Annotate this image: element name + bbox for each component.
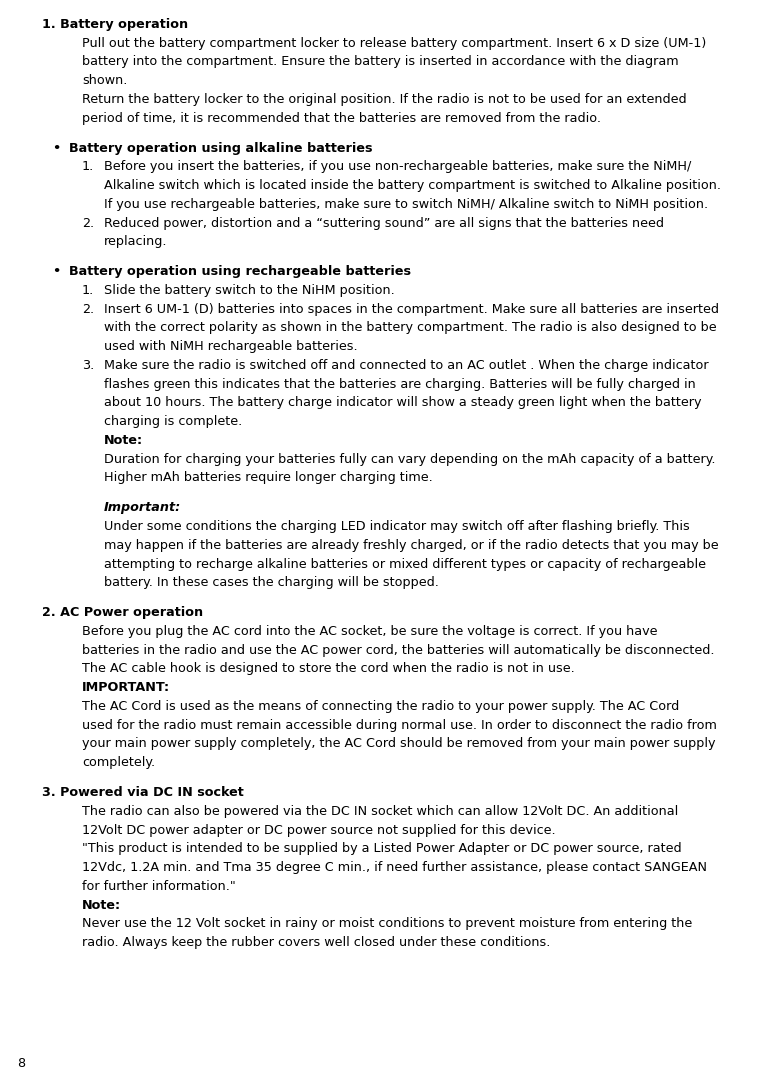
Text: •: •	[52, 266, 60, 278]
Text: battery. In these cases the charging will be stopped.: battery. In these cases the charging wil…	[104, 576, 439, 589]
Text: 12Vdc, 1.2A min. and Tma 35 degree C min., if need further assistance, please co: 12Vdc, 1.2A min. and Tma 35 degree C min…	[82, 861, 707, 874]
Text: The AC Cord is used as the means of connecting the radio to your power supply. T: The AC Cord is used as the means of conn…	[82, 700, 680, 713]
Text: 1. Battery operation: 1. Battery operation	[42, 18, 188, 31]
Text: Important:: Important:	[104, 501, 181, 514]
Text: The AC cable hook is designed to store the cord when the radio is not in use.: The AC cable hook is designed to store t…	[82, 662, 575, 675]
Text: 12Volt DC power adapter or DC power source not supplied for this device.: 12Volt DC power adapter or DC power sour…	[82, 823, 556, 836]
Text: 3.: 3.	[82, 359, 94, 372]
Text: 2.: 2.	[82, 303, 94, 316]
Text: your main power supply completely, the AC Cord should be removed from your main : your main power supply completely, the A…	[82, 737, 715, 750]
Text: Alkaline switch which is located inside the battery compartment is switched to A: Alkaline switch which is located inside …	[104, 180, 721, 192]
Text: Slide the battery switch to the NiHM position.: Slide the battery switch to the NiHM pos…	[104, 284, 395, 297]
Text: Battery operation using rechargeable batteries: Battery operation using rechargeable bat…	[69, 266, 411, 278]
Text: about 10 hours. The battery charge indicator will show a steady green light when: about 10 hours. The battery charge indic…	[104, 397, 702, 410]
Text: Note:: Note:	[82, 899, 121, 912]
Text: Battery operation using alkaline batteries: Battery operation using alkaline batteri…	[69, 142, 372, 155]
Text: 8: 8	[17, 1057, 25, 1070]
Text: shown.: shown.	[82, 74, 127, 87]
Text: 2. AC Power operation: 2. AC Power operation	[42, 606, 203, 619]
Text: 1.: 1.	[82, 160, 94, 173]
Text: used for the radio must remain accessible during normal use. In order to disconn: used for the radio must remain accessibl…	[82, 719, 717, 732]
Text: for further information.": for further information."	[82, 879, 236, 893]
Text: period of time, it is recommended that the batteries are removed from the radio.: period of time, it is recommended that t…	[82, 112, 601, 125]
Text: Note:: Note:	[104, 434, 143, 447]
Text: radio. Always keep the rubber covers well closed under these conditions.: radio. Always keep the rubber covers wel…	[82, 936, 550, 949]
Text: battery into the compartment. Ensure the battery is inserted in accordance with : battery into the compartment. Ensure the…	[82, 56, 679, 69]
Text: charging is complete.: charging is complete.	[104, 415, 242, 428]
Text: IMPORTANT:: IMPORTANT:	[82, 682, 170, 694]
Text: attempting to recharge alkaline batteries or mixed different types or capacity o: attempting to recharge alkaline batterie…	[104, 558, 706, 571]
Text: Higher mAh batteries require longer charging time.: Higher mAh batteries require longer char…	[104, 472, 433, 485]
Text: 2.: 2.	[82, 216, 94, 230]
Text: Duration for charging your batteries fully can vary depending on the mAh capacit: Duration for charging your batteries ful…	[104, 453, 715, 465]
Text: Before you plug the AC cord into the AC socket, be sure the voltage is correct. : Before you plug the AC cord into the AC …	[82, 625, 658, 637]
Text: batteries in the radio and use the AC power cord, the batteries will automatical: batteries in the radio and use the AC po…	[82, 644, 715, 657]
Text: flashes green this indicates that the batteries are charging. Batteries will be : flashes green this indicates that the ba…	[104, 377, 696, 390]
Text: If you use rechargeable batteries, make sure to switch NiMH/ Alkaline switch to : If you use rechargeable batteries, make …	[104, 198, 708, 211]
Text: with the correct polarity as shown in the battery compartment. The radio is also: with the correct polarity as shown in th…	[104, 321, 717, 334]
Text: Under some conditions the charging LED indicator may switch off after flashing b: Under some conditions the charging LED i…	[104, 520, 689, 533]
Text: Before you insert the batteries, if you use non-rechargeable batteries, make sur: Before you insert the batteries, if you …	[104, 160, 691, 173]
Text: Make sure the radio is switched off and connected to an AC outlet . When the cha: Make sure the radio is switched off and …	[104, 359, 708, 372]
Text: "This product is intended to be supplied by a Listed Power Adapter or DC power s: "This product is intended to be supplied…	[82, 843, 682, 856]
Text: may happen if the batteries are already freshly charged, or if the radio detects: may happen if the batteries are already …	[104, 539, 718, 551]
Text: Insert 6 UM-1 (D) batteries into spaces in the compartment. Make sure all batter: Insert 6 UM-1 (D) batteries into spaces …	[104, 303, 719, 316]
Text: •: •	[52, 142, 60, 155]
Text: Pull out the battery compartment locker to release battery compartment. Insert 6: Pull out the battery compartment locker …	[82, 37, 706, 49]
Text: The radio can also be powered via the DC IN socket which can allow 12Volt DC. An: The radio can also be powered via the DC…	[82, 805, 678, 818]
Text: Return the battery locker to the original position. If the radio is not to be us: Return the battery locker to the origina…	[82, 94, 686, 106]
Text: used with NiMH rechargeable batteries.: used with NiMH rechargeable batteries.	[104, 340, 358, 354]
Text: completely.: completely.	[82, 756, 155, 770]
Text: Never use the 12 Volt socket in rainy or moist conditions to prevent moisture fr: Never use the 12 Volt socket in rainy or…	[82, 917, 693, 930]
Text: Reduced power, distortion and a “suttering sound” are all signs that the batteri: Reduced power, distortion and a “sutteri…	[104, 216, 664, 230]
Text: 3. Powered via DC IN socket: 3. Powered via DC IN socket	[42, 786, 244, 799]
Text: 1.: 1.	[82, 284, 94, 297]
Text: replacing.: replacing.	[104, 235, 167, 248]
